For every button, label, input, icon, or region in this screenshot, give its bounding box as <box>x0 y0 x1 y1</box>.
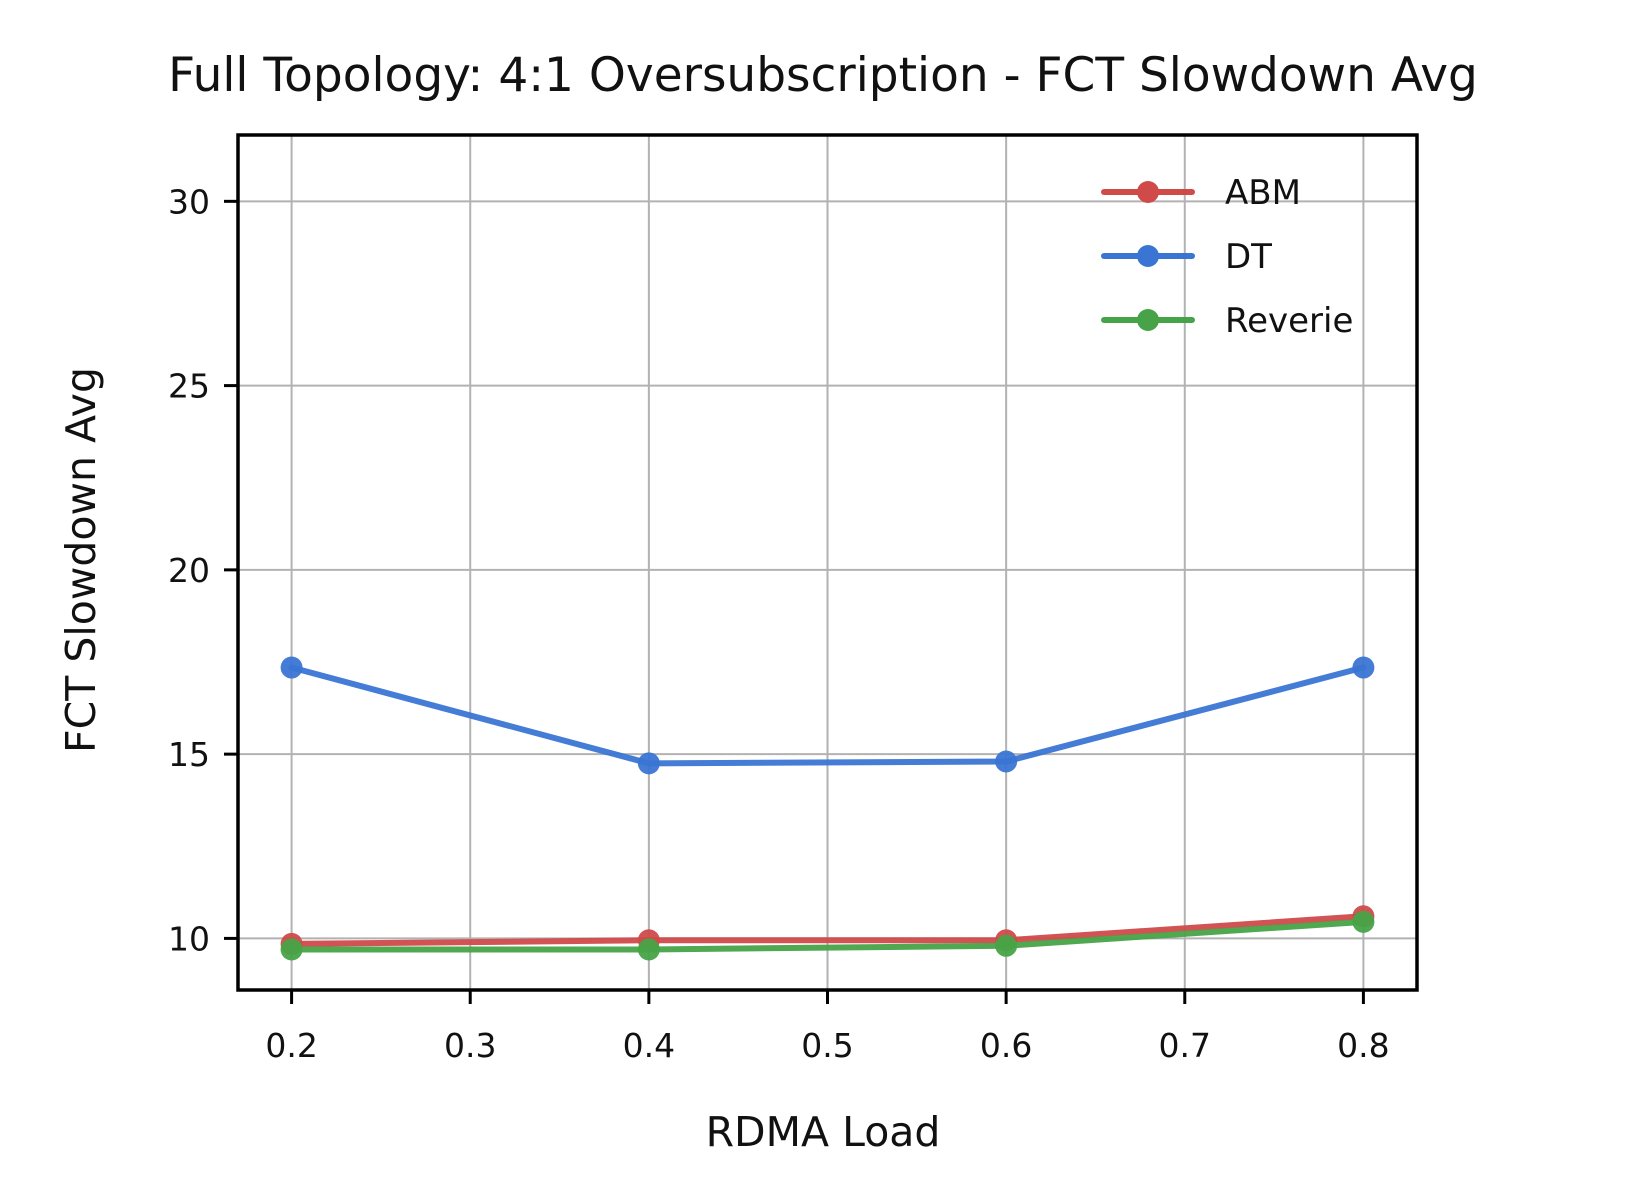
legend-marker-abm <box>1137 181 1159 203</box>
series-line-dt <box>288 664 1367 767</box>
data-point-reverie-0.4 <box>637 938 660 961</box>
data-point-dt-0.8 <box>1352 656 1375 679</box>
data-point-reverie-0.8 <box>1352 910 1375 933</box>
chart-title: Full Topology: 4:1 Oversubscription - FC… <box>168 48 1478 103</box>
legend-label-dt: DT <box>1225 237 1272 277</box>
x-tick-label-0.5: 0.5 <box>801 1026 853 1065</box>
series-line-abm <box>288 913 1367 947</box>
legend-label-abm: ABM <box>1225 173 1301 213</box>
y-tick-label-20: 20 <box>168 551 210 590</box>
data-point-reverie-0.6 <box>995 934 1018 957</box>
legend-label-reverie: Reverie <box>1225 301 1353 341</box>
x-tick-label-0.2: 0.2 <box>265 1026 317 1065</box>
axes: 0.2 0.3 0.4 0.5 0.6 0.7 0.8 10 15 20 25 30 <box>168 133 1419 1065</box>
legend-marker-dt <box>1137 245 1159 267</box>
data-series <box>280 656 1375 961</box>
grid-lines <box>238 135 1417 990</box>
y-tick-label-10: 10 <box>168 919 210 958</box>
data-point-dt-0.4 <box>637 752 660 775</box>
data-point-dt-0.2 <box>280 656 303 679</box>
series-line-reverie <box>288 918 1367 953</box>
x-tick-label-0.3: 0.3 <box>444 1026 496 1065</box>
x-tick-label-0.6: 0.6 <box>980 1026 1032 1065</box>
legend-marker-reverie <box>1137 309 1159 331</box>
legend: ABM DT Reverie <box>1101 173 1353 341</box>
x-tick-label-0.4: 0.4 <box>623 1026 675 1065</box>
y-tick-label-30: 30 <box>168 182 210 221</box>
y-tick-label-15: 15 <box>168 735 210 774</box>
x-axis-label: RDMA Load <box>706 1108 941 1156</box>
data-point-dt-0.6 <box>995 750 1018 773</box>
y-tick-label-25: 25 <box>168 367 210 406</box>
x-tick-label-0.8: 0.8 <box>1337 1026 1389 1065</box>
y-axis-label: FCT Slowdown Avg <box>57 367 105 753</box>
x-tick-label-0.7: 0.7 <box>1159 1026 1211 1065</box>
data-point-reverie-0.2 <box>280 938 303 961</box>
